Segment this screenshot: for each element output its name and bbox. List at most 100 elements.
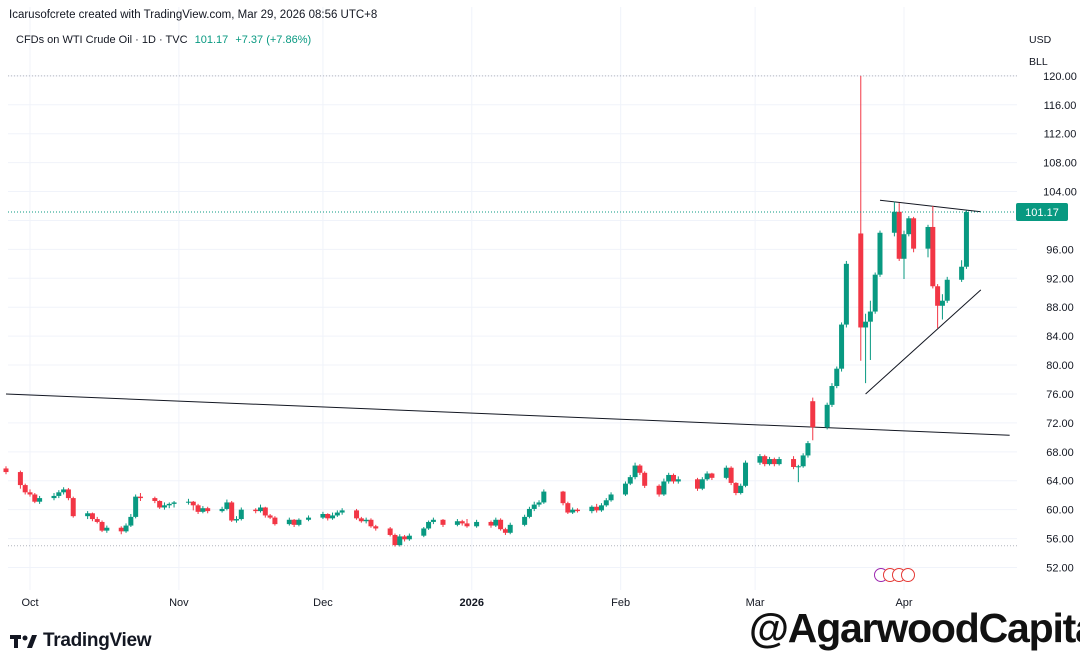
candle[interactable] (810, 397, 816, 441)
candle[interactable] (800, 453, 806, 468)
candle[interactable] (392, 533, 398, 547)
candle[interactable] (402, 534, 408, 542)
candle[interactable] (911, 216, 917, 253)
candle[interactable] (632, 462, 638, 480)
candle[interactable] (877, 230, 883, 277)
candle[interactable] (896, 203, 902, 261)
candle[interactable] (272, 516, 278, 526)
candle[interactable] (959, 260, 965, 282)
candle[interactable] (94, 516, 100, 524)
candle[interactable] (229, 500, 235, 522)
candle[interactable] (867, 300, 873, 360)
candle[interactable] (762, 454, 768, 467)
candle[interactable] (123, 523, 129, 533)
candle[interactable] (776, 456, 782, 466)
candle[interactable] (65, 487, 71, 501)
candle[interactable] (296, 518, 302, 527)
candle[interactable] (325, 513, 331, 521)
candle[interactable] (85, 511, 91, 520)
candle[interactable] (459, 519, 465, 526)
currency-button[interactable]: USD (1024, 33, 1057, 47)
candle[interactable] (795, 464, 801, 483)
candle[interactable] (507, 522, 513, 535)
candle[interactable] (354, 508, 360, 520)
candle[interactable] (493, 517, 499, 528)
candle[interactable] (743, 460, 749, 488)
candle[interactable] (190, 500, 196, 511)
triangle-lower-line[interactable] (865, 289, 982, 395)
candle[interactable] (89, 512, 95, 522)
candle[interactable] (526, 506, 532, 519)
candle[interactable] (670, 473, 676, 484)
candle[interactable] (872, 272, 878, 314)
candle[interactable] (839, 322, 845, 372)
candle[interactable] (334, 510, 340, 517)
candle[interactable] (70, 496, 76, 518)
candle[interactable] (137, 493, 143, 501)
candle[interactable] (99, 520, 105, 533)
candle[interactable] (944, 276, 950, 303)
time-axis[interactable]: Oct Nov Dec 2026 Feb Mar Apr (21, 597, 912, 609)
candle[interactable] (306, 515, 312, 522)
candle[interactable] (570, 507, 576, 514)
candle[interactable] (373, 524, 379, 531)
candle[interactable] (406, 533, 412, 541)
candle[interactable] (906, 216, 912, 237)
candle[interactable] (454, 519, 460, 527)
candle[interactable] (757, 453, 763, 465)
candle[interactable] (205, 506, 211, 514)
price-axis[interactable]: 52.00 56.00 60.00 64.00 68.00 72.00 76.00 80.00… (1043, 71, 1077, 575)
candle[interactable] (709, 472, 715, 481)
candle[interactable] (536, 500, 542, 507)
candle[interactable] (733, 482, 739, 496)
candle[interactable] (488, 520, 494, 528)
long-descending-line[interactable] (5, 393, 1010, 436)
candle[interactable] (843, 260, 849, 328)
candle[interactable] (925, 224, 931, 258)
candle[interactable] (358, 516, 364, 523)
events-markers[interactable] (874, 568, 915, 582)
candle[interactable] (723, 465, 729, 480)
candle[interactable] (166, 502, 172, 509)
candle[interactable] (363, 517, 369, 524)
candle[interactable] (61, 487, 67, 495)
candle[interactable] (963, 210, 969, 269)
candle[interactable] (320, 511, 326, 520)
candle[interactable] (574, 508, 580, 513)
candle[interactable] (666, 472, 672, 484)
candle[interactable] (474, 519, 480, 528)
candle[interactable] (267, 513, 273, 520)
candle[interactable] (291, 519, 297, 528)
candle[interactable] (498, 518, 504, 531)
candle[interactable] (32, 493, 38, 504)
candle[interactable] (233, 516, 239, 523)
candle[interactable] (541, 489, 547, 504)
candle[interactable] (104, 525, 110, 533)
candle[interactable] (939, 294, 945, 320)
candle[interactable] (238, 507, 244, 521)
candle[interactable] (935, 284, 941, 329)
candle[interactable] (805, 440, 811, 458)
candle[interactable] (118, 526, 124, 535)
candle[interactable] (397, 534, 403, 547)
trendlines[interactable] (5, 199, 1010, 436)
candle[interactable] (426, 520, 432, 530)
candle[interactable] (767, 456, 773, 466)
candle[interactable] (608, 492, 614, 502)
candle[interactable] (738, 483, 744, 495)
candle[interactable] (152, 496, 158, 504)
candle[interactable] (661, 478, 667, 496)
candle[interactable] (791, 456, 797, 470)
candle[interactable] (695, 477, 701, 491)
candle[interactable] (368, 518, 374, 528)
candle[interactable] (224, 499, 230, 511)
candle[interactable] (522, 514, 528, 527)
candle[interactable] (771, 457, 777, 467)
candle[interactable] (56, 490, 62, 499)
candle[interactable] (560, 490, 566, 506)
candle[interactable] (829, 383, 835, 407)
candle[interactable] (675, 476, 681, 484)
candle[interactable] (440, 519, 446, 528)
candle[interactable] (863, 313, 869, 384)
